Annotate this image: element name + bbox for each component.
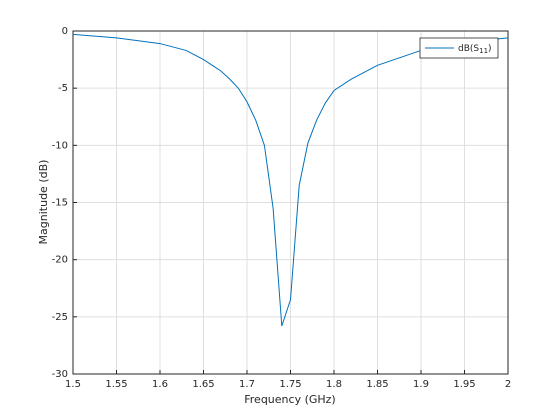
x-tick-label: 2: [505, 379, 511, 390]
x-axis-label: Frequency (GHz): [244, 393, 335, 406]
y-axis-label: Magnitude (dB): [37, 160, 50, 245]
legend-box: [419, 37, 499, 59]
x-tick-label: 1.8: [326, 379, 342, 390]
x-tick-label: 1.55: [105, 379, 127, 390]
y-tick-label: 0: [62, 26, 68, 37]
x-tick-label: 1.65: [192, 379, 214, 390]
y-tick-label: -30: [52, 369, 68, 380]
legend-label: dB(S11): [458, 44, 492, 56]
plot-frame: [72, 30, 509, 375]
x-tick-label: 1.7: [239, 379, 255, 390]
data-line: [72, 33, 509, 327]
y-tick-label: -5: [58, 83, 68, 94]
y-tick-label: -10: [52, 140, 68, 151]
x-tick-label: 1.85: [366, 379, 388, 390]
y-tick-label: -25: [52, 312, 68, 323]
x-tick-label: 1.95: [453, 379, 475, 390]
x-tick-label: 1.5: [65, 379, 81, 390]
x-tick-label: 1.75: [279, 379, 301, 390]
y-tick-label: -20: [52, 255, 68, 266]
x-tick-label: 1.9: [413, 379, 429, 390]
y-tick-label: -15: [52, 198, 68, 209]
x-tick-label: 1.6: [152, 379, 168, 390]
